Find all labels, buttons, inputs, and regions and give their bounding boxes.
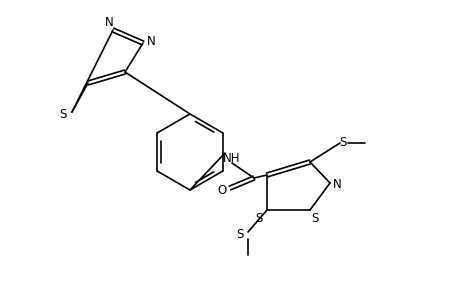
Text: S: S: [236, 227, 243, 241]
Text: NH: NH: [223, 152, 240, 164]
Text: O: O: [217, 184, 226, 196]
Text: S: S: [255, 212, 262, 224]
Text: N: N: [146, 34, 155, 47]
Text: S: S: [59, 107, 67, 121]
Text: N: N: [104, 16, 113, 28]
Text: S: S: [339, 136, 346, 148]
Text: S: S: [311, 212, 318, 224]
Text: N: N: [332, 178, 341, 191]
